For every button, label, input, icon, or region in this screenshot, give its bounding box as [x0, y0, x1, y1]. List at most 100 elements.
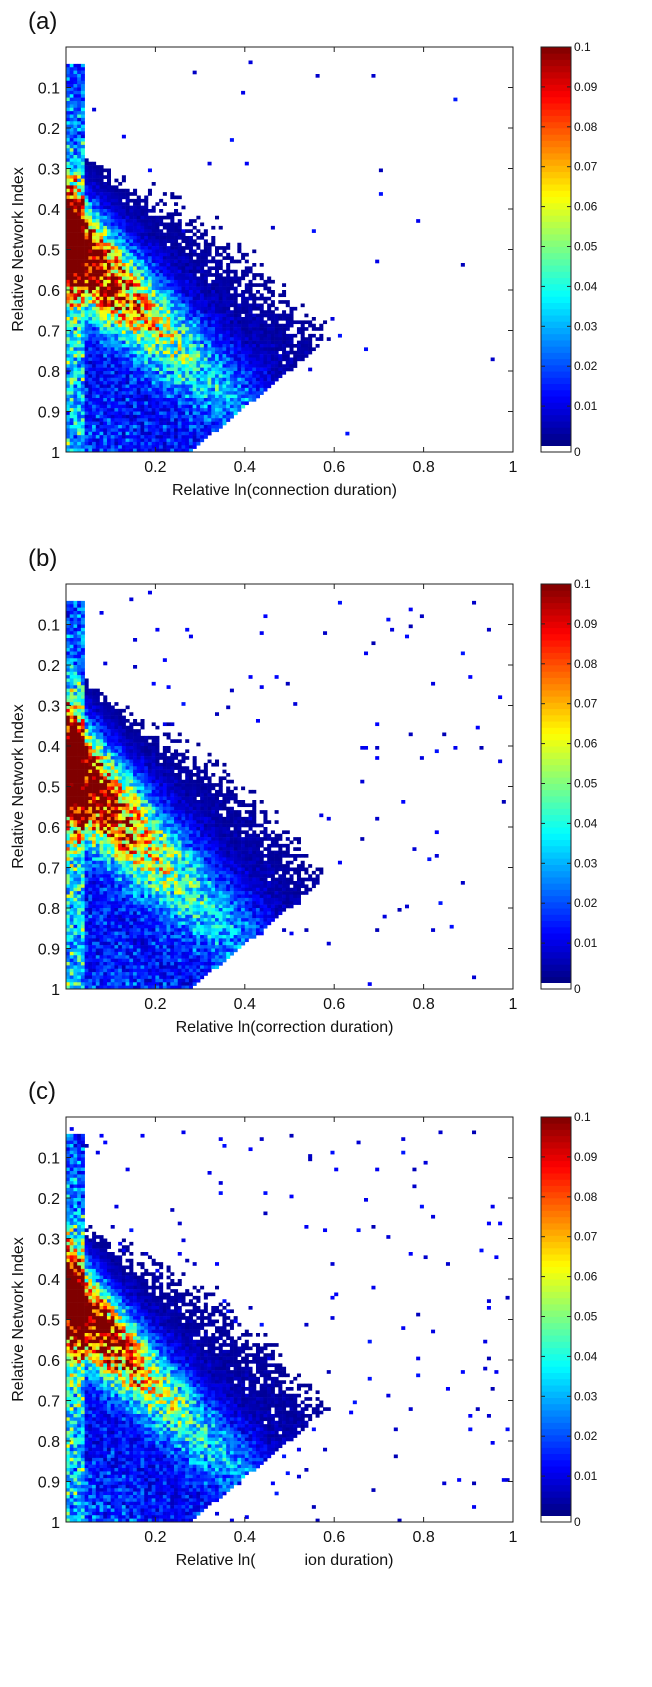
heatmap-cell: [129, 391, 134, 395]
heatmap-cell: [88, 911, 93, 916]
heatmap-cell: [177, 387, 182, 392]
heatmap-cell: [73, 796, 78, 801]
heatmap-cell: [92, 928, 97, 932]
heatmap-cell: [188, 387, 193, 392]
heatmap-cell: [73, 850, 78, 855]
heatmap-cell: [121, 202, 126, 206]
heatmap-cell: [140, 431, 145, 436]
heatmap-cell: [181, 306, 186, 311]
heatmap-cell: [118, 290, 123, 294]
heatmap-cell: [136, 401, 141, 406]
heatmap-cell: [84, 404, 89, 409]
heatmap-cell: [159, 367, 164, 372]
heatmap-cell: [237, 333, 242, 338]
heatmap-cell: [69, 877, 74, 882]
heatmap-cell: [188, 398, 193, 402]
heatmap-cell: [110, 404, 115, 409]
heatmap-cell: [229, 340, 234, 345]
heatmap-cell: [73, 911, 78, 916]
heatmap-cell: [66, 600, 71, 605]
heatmap-cell: [73, 675, 78, 679]
heatmap-cell: [114, 438, 119, 443]
heatmap-cell: [270, 317, 275, 321]
heatmap-cell: [211, 290, 216, 294]
heatmap-cell: [140, 418, 145, 422]
heatmap-cell: [92, 847, 97, 851]
heatmap-cell: [140, 377, 145, 382]
heatmap-cell: [207, 293, 212, 298]
heatmap-cell: [80, 816, 85, 821]
heatmap-cell: [170, 323, 175, 328]
heatmap-cell: [174, 340, 179, 345]
heatmap-cell: [84, 448, 89, 453]
heatmap-cell: [118, 283, 123, 287]
heatmap-cell: [196, 330, 201, 335]
heatmap-cell: [92, 431, 97, 436]
heatmap-cell: [92, 209, 97, 213]
heatmap-cell: [185, 367, 190, 372]
colorbar-segment: [541, 302, 571, 310]
heatmap-cell: [114, 273, 119, 277]
heatmap-cell: [185, 323, 190, 328]
heatmap-cell: [73, 377, 78, 382]
heatmap-cell: [69, 661, 74, 666]
heatmap-cell: [69, 421, 74, 426]
heatmap-cell: [241, 256, 246, 260]
heatmap-cell: [147, 300, 152, 304]
heatmap-cell: [147, 252, 152, 257]
heatmap-cell: [144, 202, 149, 206]
heatmap-cell: [255, 360, 260, 365]
heatmap-cell: [211, 330, 216, 335]
heatmap-cell: [129, 364, 134, 368]
heatmap-cell: [106, 198, 111, 203]
heatmap-cell: [226, 306, 231, 311]
heatmap-cell: [207, 330, 212, 335]
heatmap-cell: [80, 171, 85, 176]
heatmap-cell: [92, 820, 97, 824]
heatmap-cell: [129, 259, 134, 264]
heatmap-cell: [166, 229, 171, 233]
heatmap-cell: [88, 756, 93, 760]
heatmap-cell: [177, 269, 182, 274]
heatmap-cell: [282, 293, 287, 298]
heatmap-cell: [69, 215, 74, 220]
heatmap-cell: [66, 695, 71, 700]
heatmap-cell: [69, 918, 74, 922]
heatmap-cell: [188, 344, 193, 348]
heatmap-cell: [69, 273, 74, 277]
heatmap-cell: [226, 418, 231, 422]
heatmap-cell: [252, 350, 257, 355]
heatmap-cell: [92, 205, 97, 210]
heatmap-cell: [121, 438, 126, 443]
heatmap-cell: [88, 776, 93, 781]
heatmap-cell: [84, 192, 89, 196]
heatmap-cell: [162, 232, 167, 237]
heatmap-cell: [129, 350, 134, 355]
heatmap-cell: [92, 364, 97, 368]
heatmap-cell: [151, 431, 156, 436]
heatmap-cell: [88, 692, 93, 696]
heatmap-cell: [88, 330, 93, 335]
heatmap-cell: [77, 411, 82, 416]
heatmap-cell: [77, 333, 82, 338]
heatmap-cell: [162, 394, 167, 399]
heatmap-cell: [188, 323, 193, 328]
heatmap-cell: [125, 354, 130, 358]
heatmap-cell: [174, 246, 179, 250]
heatmap-cell: [95, 209, 100, 213]
heatmap-cell: [200, 435, 205, 439]
heatmap-cell: [110, 330, 115, 335]
heatmap-cell: [110, 192, 115, 196]
heatmap-cell: [252, 249, 257, 254]
heatmap-cell: [244, 333, 249, 338]
heatmap-cell: [66, 344, 71, 348]
heatmap-cell: [252, 344, 257, 348]
heatmap-cell: [77, 94, 82, 98]
heatmap-cell: [80, 175, 85, 179]
heatmap-cell: [159, 441, 164, 446]
heatmap-cell: [118, 360, 123, 365]
heatmap-cell: [174, 296, 179, 301]
heatmap-cell: [73, 296, 78, 301]
heatmap-cell: [80, 843, 85, 848]
heatmap-cell: [192, 391, 197, 395]
